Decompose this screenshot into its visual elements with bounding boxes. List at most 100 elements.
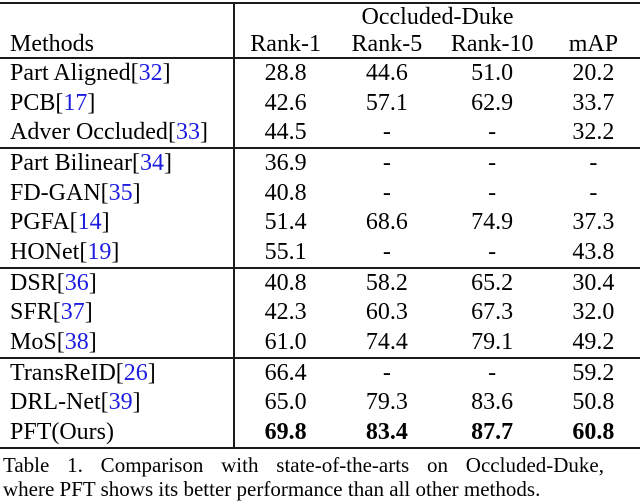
metric-values: 42.3 60.3 67.3 32.0 bbox=[233, 298, 640, 328]
column-header-map: mAP bbox=[568, 30, 619, 57]
metric-value: - bbox=[488, 118, 497, 145]
caption-line-1: Table 1. Comparison with state-of-the-ar… bbox=[3, 453, 604, 478]
citation-bracket-close: ] bbox=[87, 89, 96, 116]
caption-line-2: where PFT shows its better performance t… bbox=[3, 477, 541, 502]
citation-link[interactable]: 32 bbox=[138, 60, 163, 87]
citation-link[interactable]: 33 bbox=[175, 118, 200, 145]
table-row: FD-GAN[35] 40.8 - - - bbox=[0, 178, 640, 208]
metric-values: 28.8 44.6 51.0 20.2 bbox=[233, 59, 640, 89]
citation-bracket-open: [ bbox=[56, 269, 65, 296]
metric-value: 79.3 bbox=[365, 389, 408, 416]
dataset-header: Occluded-Duke bbox=[361, 4, 514, 30]
metric-values: 40.8 - - - bbox=[233, 178, 640, 208]
metric-value: - bbox=[589, 179, 598, 206]
metric-value: 30.4 bbox=[572, 269, 615, 296]
method-name: TransReID[26] bbox=[0, 359, 233, 388]
citation-bracket-close: ] bbox=[132, 179, 141, 206]
table-row: HONet[19] 55.1 - - 43.8 bbox=[0, 237, 640, 267]
citation-link[interactable]: 39 bbox=[108, 389, 133, 416]
method-name: DSR[36] bbox=[0, 269, 233, 298]
method-label: HONet bbox=[10, 238, 80, 265]
metric-value: 51.4 bbox=[264, 209, 307, 236]
metric-value: - bbox=[488, 179, 497, 206]
method-label: Part Aligned bbox=[10, 60, 131, 87]
metric-value: 44.5 bbox=[264, 118, 307, 145]
citation-bracket-open: [ bbox=[130, 60, 139, 87]
table-row: DRL-Net[39] 65.0 79.3 83.6 50.8 bbox=[0, 388, 640, 418]
metric-values: 40.8 58.2 65.2 30.4 bbox=[233, 268, 640, 299]
table-caption: Table 1. Comparison with state-of-the-ar… bbox=[0, 453, 640, 501]
group-divider bbox=[0, 147, 640, 150]
metric-values: 66.4 - - 59.2 bbox=[233, 358, 640, 389]
metric-values: 69.8 83.4 87.7 60.8 bbox=[233, 417, 640, 448]
table-row: SFR[37] 42.3 60.3 67.3 32.0 bbox=[0, 298, 640, 328]
method-name: DRL-Net[39] bbox=[0, 388, 233, 417]
table-bottom-rule bbox=[0, 447, 640, 450]
metric-value: 49.2 bbox=[572, 328, 615, 355]
citation-link[interactable]: 36 bbox=[64, 269, 89, 296]
metric-value: - bbox=[382, 238, 391, 265]
method-label: Part Bilinear bbox=[10, 150, 132, 177]
table-row: PCB[17] 42.6 57.1 62.9 33.7 bbox=[0, 88, 640, 118]
citation-bracket-open: [ bbox=[56, 328, 65, 355]
method-name: FD-GAN[35] bbox=[0, 179, 233, 208]
citation-link[interactable]: 38 bbox=[64, 328, 89, 355]
metric-value: 83.4 bbox=[365, 418, 408, 445]
table-row: PGFA[14] 51.4 68.6 74.9 37.3 bbox=[0, 207, 640, 238]
table-row: TransReID[26] 66.4 - - 59.2 bbox=[0, 358, 640, 389]
table-top-rule bbox=[0, 2, 640, 4]
method-name: Adver Occluded[33] bbox=[0, 118, 233, 147]
methods-column-header: Methods bbox=[10, 30, 94, 57]
metric-value: 57.1 bbox=[365, 89, 408, 116]
method-label: PFT(Ours) bbox=[10, 418, 115, 445]
column-header-rank5: Rank-5 bbox=[351, 30, 423, 57]
metric-value: 87.7 bbox=[471, 418, 514, 445]
metric-values: 42.6 57.1 62.9 33.7 bbox=[233, 88, 640, 118]
citation-link[interactable]: 26 bbox=[123, 360, 148, 387]
citation-bracket-open: [ bbox=[52, 299, 61, 326]
method-name: MoS[38] bbox=[0, 328, 233, 357]
metric-value: - bbox=[589, 150, 598, 177]
metric-value: 37.3 bbox=[572, 209, 615, 236]
metric-value: 36.9 bbox=[264, 150, 307, 177]
citation-bracket-open: [ bbox=[55, 89, 64, 116]
group-divider bbox=[0, 356, 640, 359]
metric-value: 83.6 bbox=[471, 389, 514, 416]
metric-value: 42.3 bbox=[264, 299, 307, 326]
metric-value: 51.0 bbox=[471, 60, 514, 87]
citation-bracket-open: [ bbox=[131, 150, 140, 177]
metric-value: 20.2 bbox=[572, 60, 615, 87]
citation-link[interactable]: 14 bbox=[77, 209, 102, 236]
metric-value: 43.8 bbox=[572, 238, 615, 265]
metric-values: 36.9 - - - bbox=[233, 149, 640, 179]
method-name: Part Bilinear[34] bbox=[0, 149, 233, 178]
method-label: DSR bbox=[10, 269, 57, 296]
metric-value: - bbox=[382, 118, 391, 145]
citation-link[interactable]: 35 bbox=[108, 179, 133, 206]
column-header-rank10: Rank-10 bbox=[450, 30, 534, 57]
table-row: PFT(Ours) 69.8 83.4 87.7 60.8 bbox=[0, 417, 640, 448]
metric-value: 62.9 bbox=[471, 89, 514, 116]
table-row: MoS[38] 61.0 74.4 79.1 49.2 bbox=[0, 327, 640, 357]
method-label: MoS bbox=[10, 328, 57, 355]
metric-values: 65.0 79.3 83.6 50.8 bbox=[233, 388, 640, 418]
citation-link[interactable]: 37 bbox=[60, 299, 85, 326]
citation-link[interactable]: 19 bbox=[87, 238, 112, 265]
citation-bracket-open: [ bbox=[100, 389, 109, 416]
citation-bracket-close: ] bbox=[101, 209, 110, 236]
citation-bracket-open: [ bbox=[100, 179, 109, 206]
table-row: Part Bilinear[34] 36.9 - - - bbox=[0, 149, 640, 179]
metric-value: 44.6 bbox=[365, 60, 408, 87]
method-name: SFR[37] bbox=[0, 298, 233, 327]
metric-value: - bbox=[488, 238, 497, 265]
citation-link[interactable]: 34 bbox=[139, 150, 164, 177]
metric-value: 32.2 bbox=[572, 118, 615, 145]
metric-value: 32.0 bbox=[572, 299, 615, 326]
column-header-rank1: Rank-1 bbox=[250, 30, 321, 57]
table-row: Adver Occluded[33] 44.5 - - 32.2 bbox=[0, 117, 640, 148]
method-name: HONet[19] bbox=[0, 237, 233, 266]
citation-link[interactable]: 17 bbox=[63, 89, 88, 116]
method-name: PGFA[14] bbox=[0, 208, 233, 237]
method-label: PCB bbox=[10, 89, 56, 116]
